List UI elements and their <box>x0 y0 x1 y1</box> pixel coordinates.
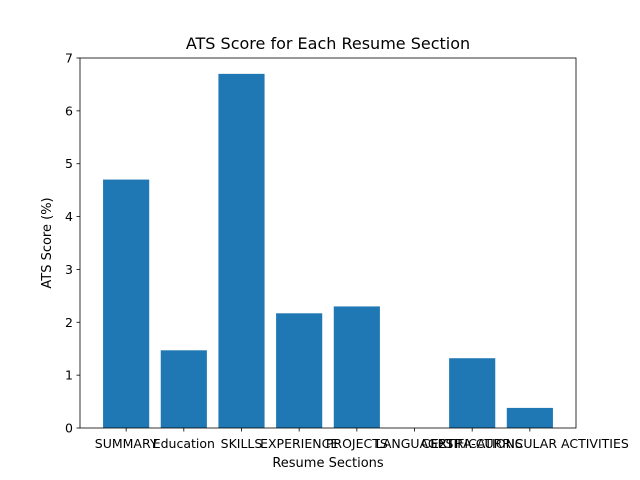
x-tick-label: EXPERIENCE <box>260 436 338 451</box>
y-axis-ticks: 0 1 2 3 4 5 6 7 <box>65 51 80 436</box>
chart-title: ATS Score for Each Resume Section <box>186 34 470 53</box>
x-axis-label: Resume Sections <box>272 456 384 471</box>
bar-education <box>160 350 207 428</box>
bar-summary <box>103 179 150 428</box>
plot-frame <box>79 57 577 429</box>
x-tick-label: CERTIFICATIONS <box>422 436 523 451</box>
y-tick-label: 4 <box>65 209 73 224</box>
y-tick-label: 6 <box>65 103 73 118</box>
y-tick-label: 1 <box>65 368 73 383</box>
x-tick-label: PROJECTS <box>326 436 388 451</box>
y-axis-label: ATS Score (%) <box>40 197 55 288</box>
x-tick-label: LANGUAGES <box>376 436 454 451</box>
bar-projects <box>333 306 380 428</box>
bars-group <box>103 73 553 429</box>
x-tick-label: SUMMARY <box>95 436 158 451</box>
y-tick-label: 3 <box>65 262 73 277</box>
y-tick-label: 5 <box>65 156 73 171</box>
bar-skills <box>218 73 265 429</box>
x-tick-label: SKILLS <box>221 436 263 451</box>
bar-certifications <box>449 358 496 428</box>
bar-experience <box>276 313 323 428</box>
y-tick-label: 7 <box>65 51 73 66</box>
bar-extra-curricular-activities <box>506 407 553 428</box>
x-tick-label: EXTRA-CURRICULAR ACTIVITIES <box>431 436 629 451</box>
y-tick-label: 2 <box>65 315 73 330</box>
x-tick-label: Education <box>153 436 215 451</box>
y-tick-label: 0 <box>65 421 73 436</box>
